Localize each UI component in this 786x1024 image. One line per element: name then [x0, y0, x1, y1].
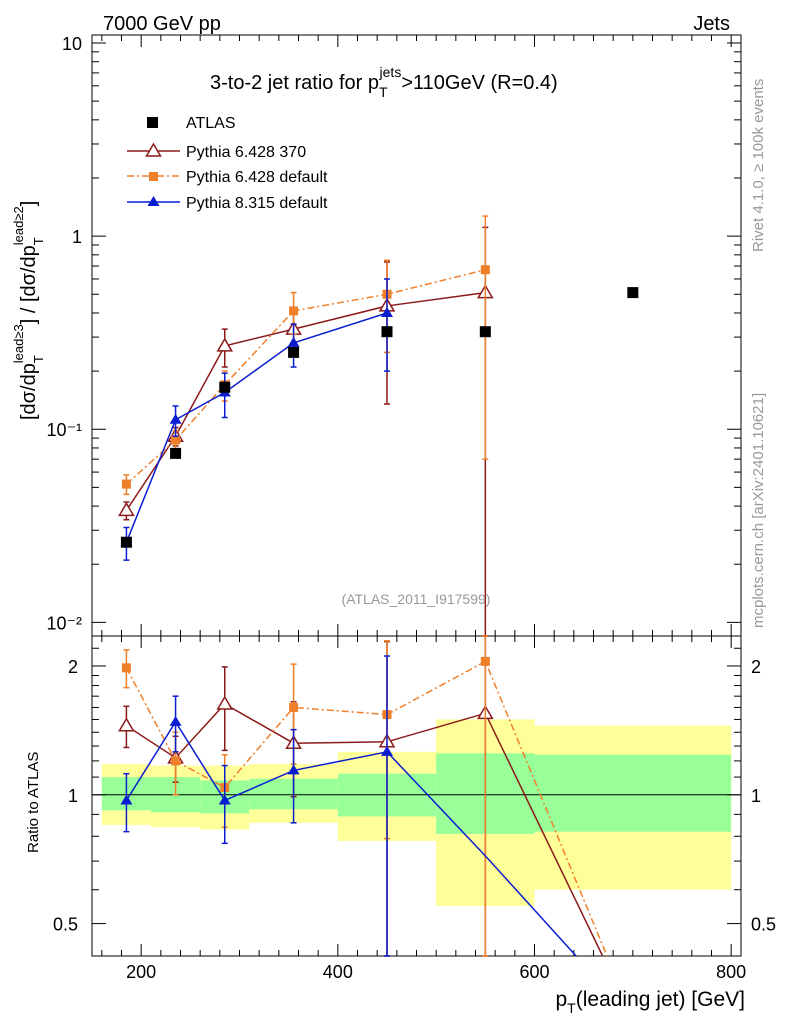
legend-marker-pythia6-default [149, 172, 158, 181]
title-rest: >110GeV (R=0.4) [401, 72, 557, 94]
x-tick-label: 400 [323, 962, 353, 982]
ratio-tick-label-right: 1 [751, 786, 761, 806]
series-marker-2 [287, 336, 300, 347]
atlas-data-points [120, 287, 639, 548]
ylabel-part-b: ] / [dσ/dp [18, 245, 40, 324]
series-marker-1 [480, 265, 490, 275]
ratio-series [118, 635, 608, 957]
series-marker-0 [118, 501, 135, 517]
ylabel-sup2: lead≥2 [11, 206, 26, 245]
ratio-tick-label-right: 2 [751, 657, 761, 677]
main-series [118, 215, 494, 637]
legend-marker-pythia8 [147, 196, 160, 206]
ratio-tick-label: 2 [68, 657, 78, 677]
x-tick-label: 200 [126, 962, 156, 982]
band-green-bin [534, 754, 732, 832]
ylabel-part-c: ] [18, 201, 40, 207]
legend: ATLAS Pythia 6.428 370 Pythia 6.428 defa… [127, 115, 328, 212]
y-tick-label: 10⁻² [46, 613, 82, 633]
series-line-1 [125, 268, 486, 485]
series-marker-2 [381, 306, 393, 317]
ratio-marker-1 [171, 756, 181, 766]
legend-label-pythia6-370: Pythia 6.428 370 [186, 144, 306, 161]
chart-title: 3-to-2 jet ratio for pTjets>110GeV (R=0.… [210, 64, 558, 100]
ratio-tick-label-right: 0.5 [751, 915, 776, 935]
ratio-marker-2 [287, 764, 300, 775]
ylabel-sub2: T [31, 237, 46, 245]
ratio-marker-1 [480, 656, 490, 666]
ylabel-part-a: [dσ/dp [18, 363, 40, 420]
ratio-tick-label: 0.5 [53, 915, 78, 935]
series-marker-0 [216, 337, 234, 352]
series-marker-1 [289, 306, 299, 316]
series-marker-2 [169, 413, 182, 424]
atlas-point [219, 381, 231, 393]
ratio-tick-label: 1 [68, 786, 78, 806]
title-sub: T [379, 84, 388, 100]
legend-label-atlas: ATLAS [186, 115, 236, 132]
y-tick-label: 10⁻¹ [46, 420, 82, 440]
y-axis-label: [dσ/dpTlead≥3] / [dσ/dpTlead≥2] [11, 201, 46, 420]
xlabel-part-a: p [555, 988, 567, 1011]
atlas-point [627, 287, 639, 299]
xlabel-sub: T [567, 1000, 576, 1016]
legend-label-pythia8: Pythia 8.315 default [186, 195, 328, 212]
ratio-marker-2 [120, 794, 133, 805]
ratio-uncertainty-bands [101, 719, 732, 906]
atlas-point [479, 326, 491, 338]
ratio-marker-0 [216, 695, 234, 710]
ratio-marker-0 [118, 717, 135, 732]
series-marker-1 [121, 479, 131, 489]
category-label: Jets [693, 13, 730, 35]
legend-label-pythia6-default: Pythia 6.428 default [186, 169, 328, 186]
atlas-point [120, 536, 132, 548]
x-tick-label: 600 [519, 962, 549, 982]
mcplots-label: mcplots.cern.ch [arXiv:2401.10621] [750, 393, 767, 628]
title-main: 3-to-2 jet ratio for p [210, 72, 379, 94]
xlabel-part-b: (leading jet) [GeV] [576, 988, 745, 1011]
legend-marker-pythia6-370 [145, 142, 162, 157]
ratio-marker-1 [289, 702, 299, 712]
series-marker-1 [171, 435, 181, 445]
title-sup: jets [379, 64, 402, 80]
x-axis-label: pT(leading jet) [GeV] [555, 988, 745, 1016]
ylabel-sub1: T [31, 355, 46, 363]
ratio-y-axis-label: Ratio to ATLAS [25, 752, 42, 853]
x-tick-label: 800 [716, 962, 746, 982]
rivet-version-label: Rivet 4.1.0, ≥ 100k events [750, 79, 767, 252]
axes: 200 400 600 800 10 1 10⁻¹ 10⁻² 2 2 1 1 0.5 0.5 [46, 34, 776, 982]
analysis-id: (ATLAS_2011_I917599) [342, 591, 491, 607]
atlas-point [170, 447, 182, 459]
atlas-point [288, 346, 300, 358]
ratio-marker-2 [218, 794, 231, 805]
ratio-marker-1 [121, 663, 131, 673]
series-line-2 [125, 312, 388, 543]
y-tick-label: 10 [62, 34, 82, 54]
ratio-marker-2 [169, 715, 182, 726]
y-tick-label: 1 [72, 227, 82, 247]
legend-marker-atlas [147, 117, 158, 128]
atlas-point [381, 326, 393, 338]
energy-label: 7000 GeV pp [103, 13, 221, 35]
ratio-marker-2 [381, 745, 393, 756]
ylabel-sup1: lead≥3 [11, 324, 26, 363]
series-line-0 [125, 291, 486, 511]
